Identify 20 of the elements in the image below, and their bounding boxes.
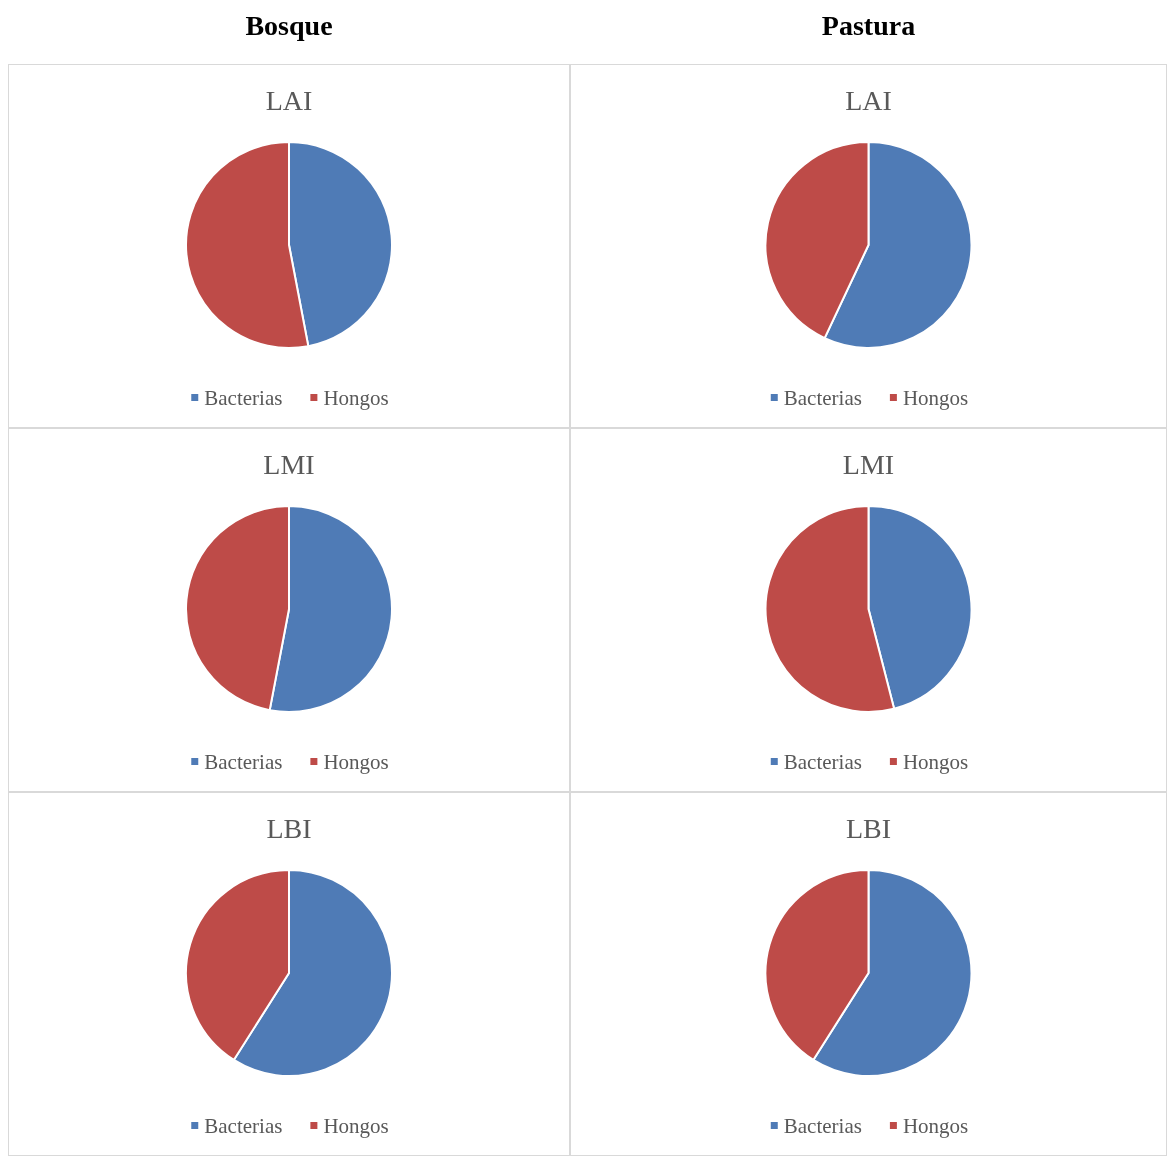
text: Pastura: [821, 9, 916, 41]
legend-label: Hongos: [902, 1113, 969, 1138]
legend-label: Hongos: [323, 749, 389, 774]
chart-title: LAI: [265, 84, 313, 116]
chart-title: LMI: [842, 448, 895, 480]
legend-label: Hongos: [323, 1113, 389, 1138]
legend-label: Bacterias: [783, 749, 862, 774]
legend-label: Bacterias: [783, 1113, 862, 1138]
chart-title: LBI: [845, 812, 892, 844]
chart-title: LAI: [845, 84, 892, 116]
chart-title: LMI: [263, 448, 315, 480]
chart-title: LBI: [266, 812, 312, 844]
legend-label: Hongos: [902, 385, 969, 410]
legend-label: Bacterias: [204, 1113, 283, 1138]
legend-label: Hongos: [902, 749, 969, 774]
legend-label: Hongos: [323, 385, 389, 410]
legend-label: Bacterias: [783, 385, 862, 410]
legend-label: Bacterias: [204, 749, 283, 774]
legend-label: Bacterias: [204, 385, 283, 410]
text: Bosque: [245, 9, 333, 41]
